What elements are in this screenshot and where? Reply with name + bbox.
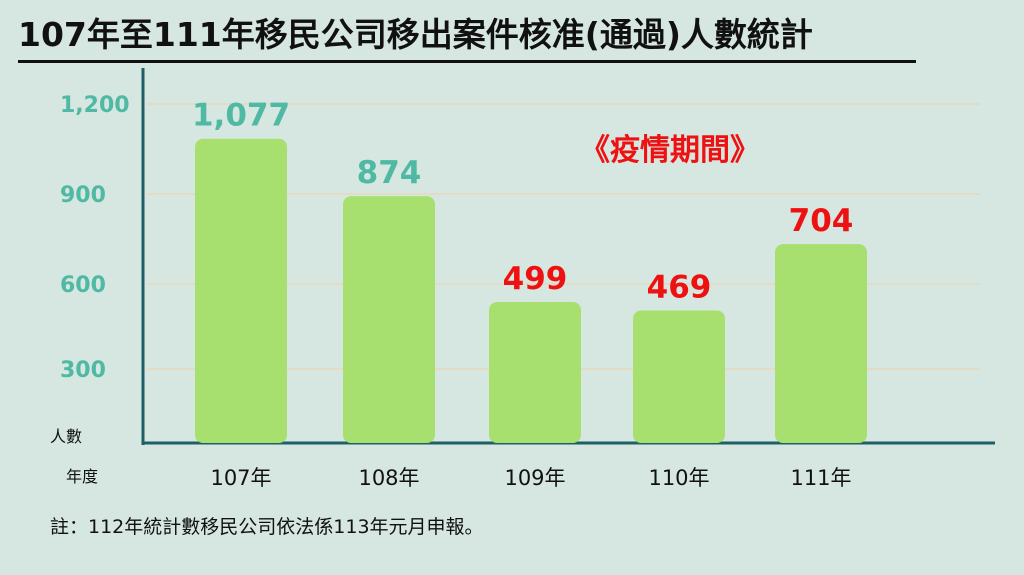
x-tick-label: 108年 bbox=[358, 466, 419, 490]
bar bbox=[775, 244, 867, 443]
bar bbox=[489, 302, 581, 443]
pandemic-period-annotation: 《疫情期間》 bbox=[580, 133, 760, 168]
bar-value-label: 499 bbox=[503, 261, 568, 297]
bar-value-label: 704 bbox=[789, 203, 854, 239]
chart-title: 107年至111年移民公司移出案件核准(通過)人數統計 bbox=[18, 15, 813, 54]
x-tick-label: 109年 bbox=[504, 466, 565, 490]
y-tick-label: 1,200 bbox=[60, 93, 130, 118]
bar bbox=[343, 196, 435, 443]
bar-value-label: 469 bbox=[647, 270, 712, 306]
bar-value-label: 1,077 bbox=[192, 98, 290, 134]
y-tick-label: 600 bbox=[60, 273, 106, 298]
x-axis-label: 年度 bbox=[66, 467, 98, 486]
y-tick-label: 300 bbox=[60, 358, 106, 383]
x-tick-label: 110年 bbox=[648, 466, 709, 490]
x-tick-label: 111年 bbox=[790, 466, 851, 490]
footnote: 註：112年統計數移民公司依法係113年元月申報。 bbox=[50, 516, 484, 538]
bar bbox=[633, 310, 725, 443]
y-axis-label: 人數 bbox=[50, 427, 82, 446]
x-tick-label: 107年 bbox=[210, 466, 271, 490]
y-tick-label: 900 bbox=[60, 183, 106, 208]
bar bbox=[195, 138, 287, 443]
bar-value-label: 874 bbox=[357, 155, 422, 191]
title-underline bbox=[18, 60, 916, 63]
